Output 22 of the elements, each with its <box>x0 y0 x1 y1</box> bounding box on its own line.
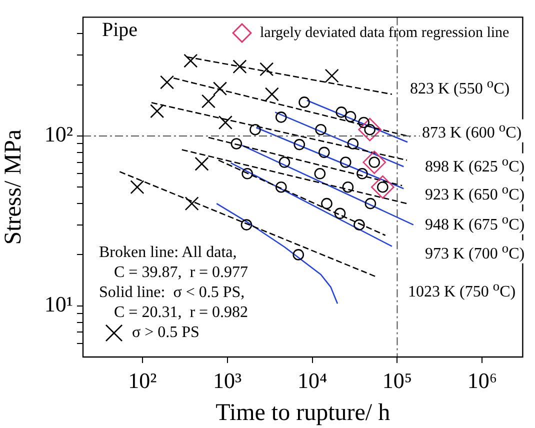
x-axis-title: Time to rupture/ h <box>216 400 390 426</box>
annotation: 973 K (700 $^{o}$C) <box>423 240 527 264</box>
x-tick-label: 10⁵ <box>382 368 412 393</box>
x-tick-label: 10³ <box>213 368 242 393</box>
y-tick-label: 10¹ <box>44 292 73 317</box>
annotation: C = 20.31, r = 0.982 <box>112 304 250 322</box>
x-tick-label: 10² <box>128 368 158 393</box>
annotation: Broken line: All data, <box>97 244 239 262</box>
annotation: 873 K (600 $^{o}$C) <box>420 119 524 143</box>
annotation: C = 39.87, r = 0.977 <box>112 264 250 282</box>
annotation: Solid line: σ < 0.5 PS, <box>97 284 247 302</box>
y-axis-title: Stress/ MPa <box>0 129 27 245</box>
annotation: Pipe <box>100 19 140 41</box>
annotation: 948 K (675 $^{o}$C) <box>423 211 527 235</box>
x-tick-label: 10⁶ <box>467 368 498 393</box>
legend-label: σ > 0.5 PS <box>132 324 200 342</box>
annotation: 898 K (625 $^{o}$C) <box>423 153 527 177</box>
annotation: 823 K (550 $^{o}$C) <box>408 75 512 99</box>
annotation: 1023 K (750 $^{o}$C) <box>406 278 518 302</box>
legend-label: largely deviated data from regression line <box>260 24 510 42</box>
x-tick-label: 10⁴ <box>297 368 328 393</box>
annotation: 923 K (650 $^{o}$C) <box>423 181 527 205</box>
